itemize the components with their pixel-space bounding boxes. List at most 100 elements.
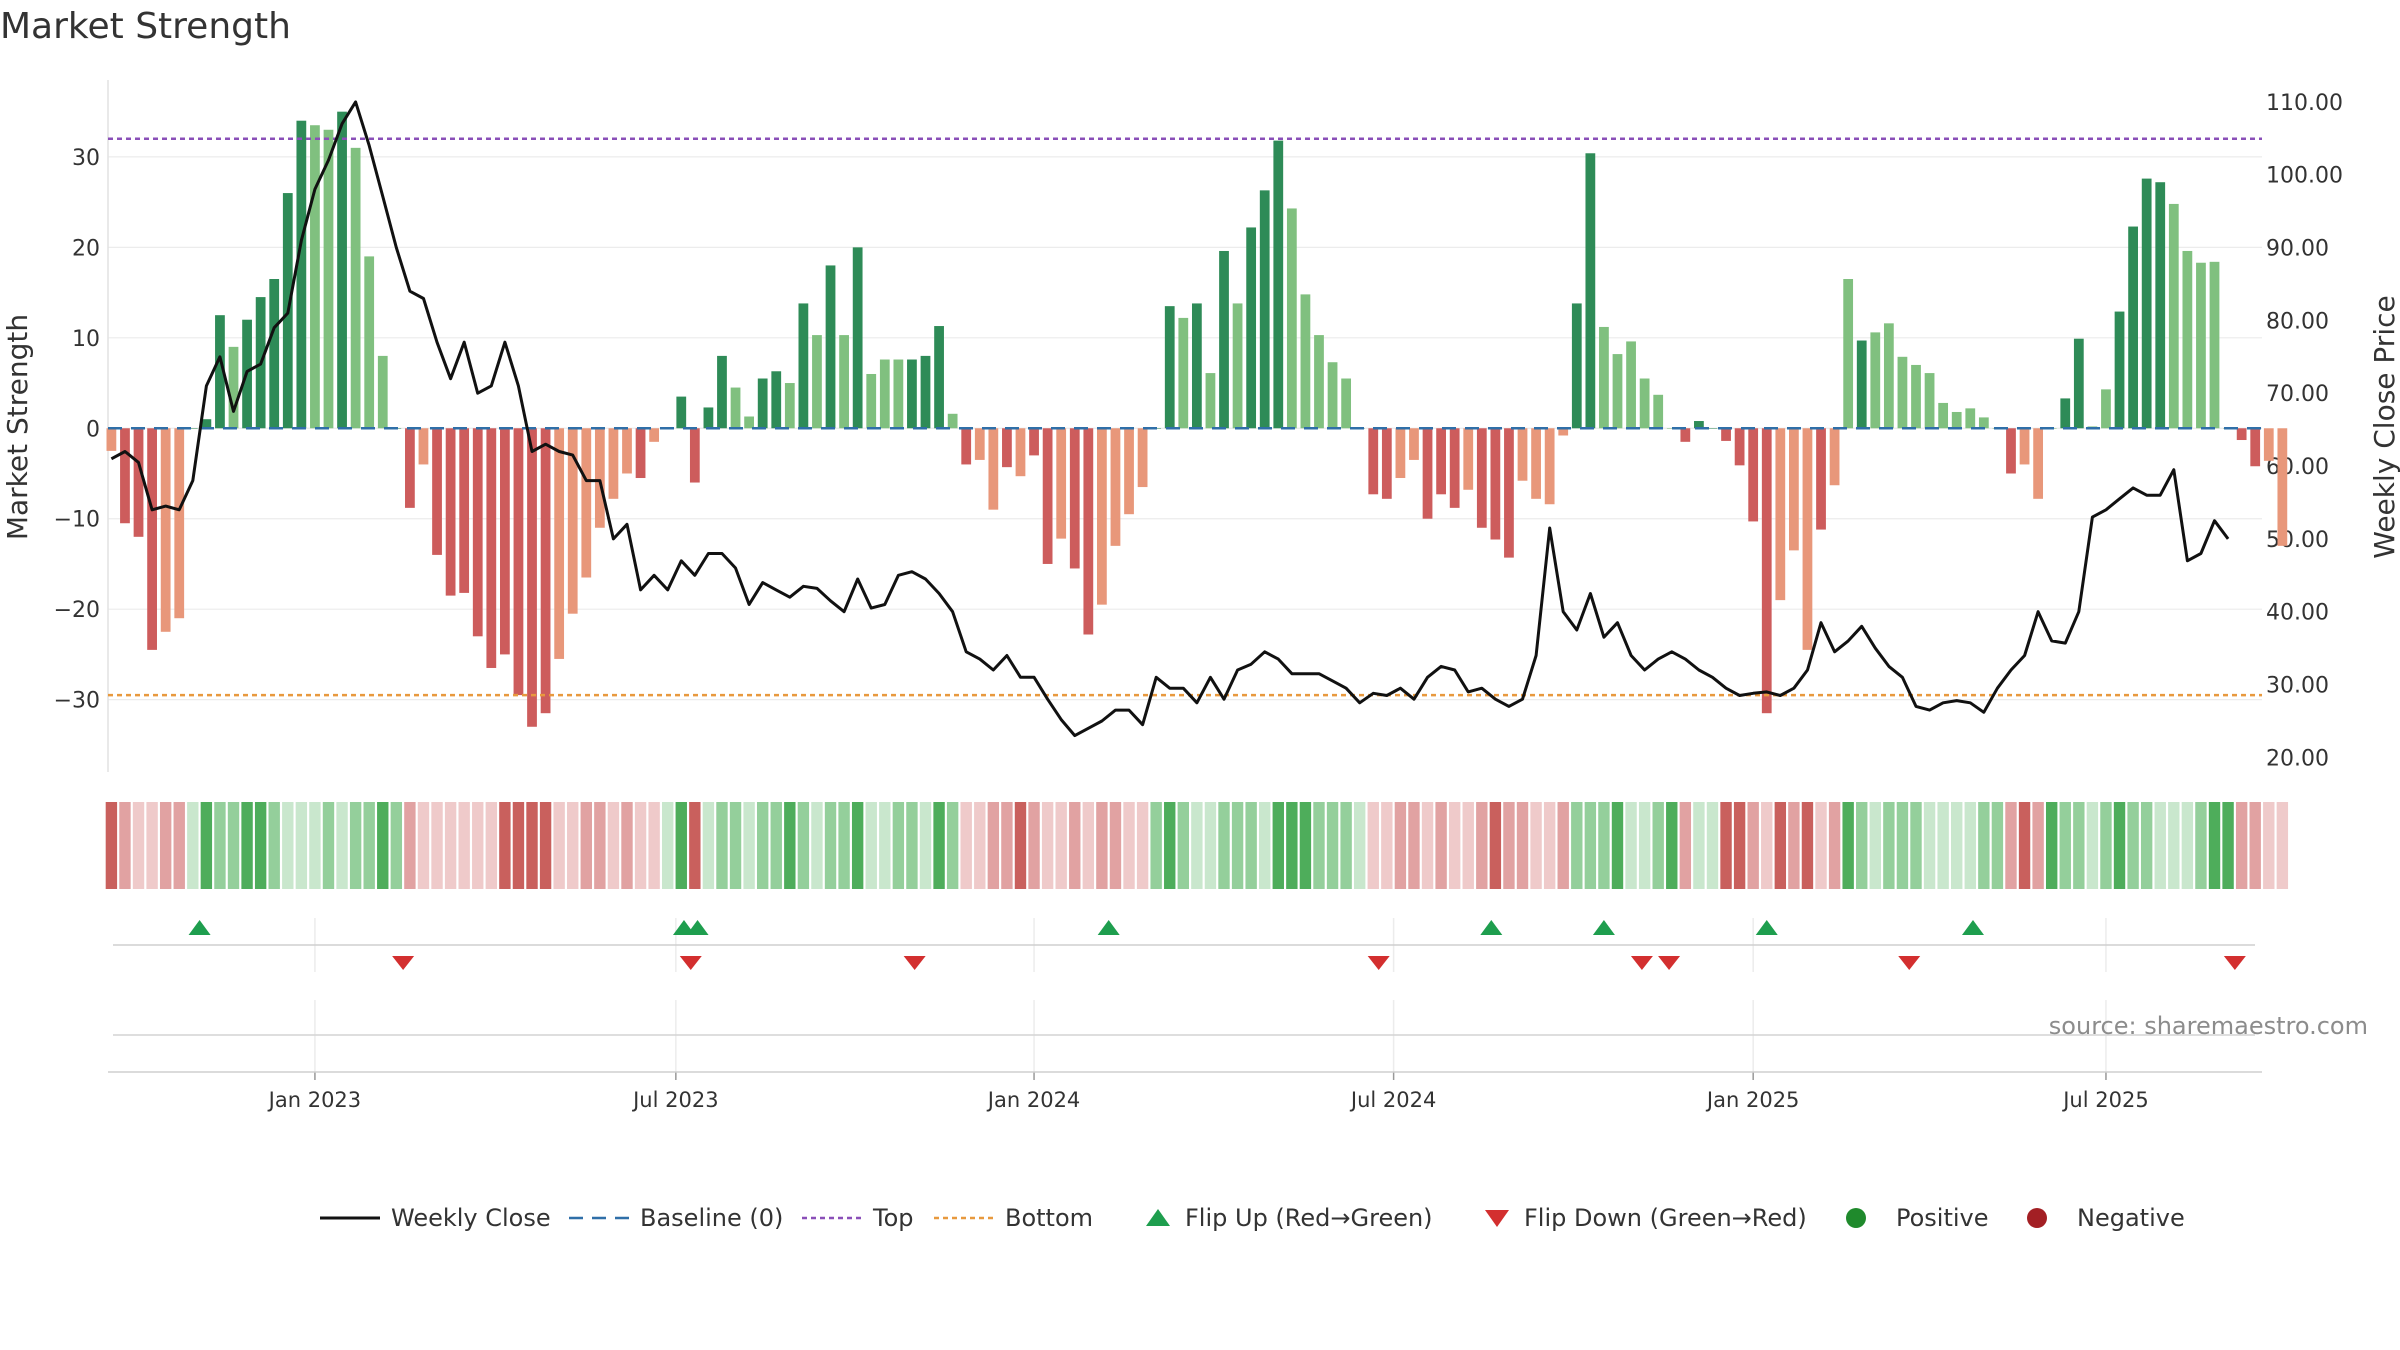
strip-cell [241,802,253,889]
strip-cell [946,802,959,889]
strip-cell [2113,802,2126,889]
strip-cell [458,802,470,889]
strip-cell [1259,802,1271,889]
strength-bar [147,428,157,650]
strip-cell [1951,802,1963,889]
strength-bar [1951,411,1962,429]
strip-cell [933,802,945,889]
strip-cell [2276,802,2289,889]
strength-bar [1219,250,1229,429]
strip-cell [770,802,782,889]
strength-bar [174,428,185,619]
strength-bar [2168,203,2179,429]
strip-cell [1991,802,2004,889]
strip-cell [390,802,403,889]
strip-cell [444,802,457,889]
strength-bar [757,378,768,429]
right-tick-label: 60.00 [2266,455,2329,480]
flip-up-marker [1480,920,1503,935]
strip-cell [1503,802,1515,889]
strength-bar [1694,421,1704,429]
strip-cell [1326,802,1339,889]
strip-cell [2181,802,2194,889]
date-axis-panel: Jan 2023 Jul 2023 Jan 2024 Jul 2024 Jan 2025… [108,1000,2368,1112]
strip-cell [254,802,267,889]
legend-label: Weekly Close [391,1204,551,1232]
strength-bar [1544,428,1555,505]
strip-cell [1164,802,1176,889]
strength-bar [1789,428,1799,551]
strength-bar [1463,428,1474,490]
flip-up-marker [1097,920,1120,935]
strip-cell [431,802,443,889]
left-tick-label: −10 [54,508,100,533]
strip-cell [1313,802,1325,889]
flip-up-marker [686,920,709,935]
strength-bar [1381,428,1392,499]
strip-cell [512,802,525,889]
strength-bar [622,428,632,474]
strip-cell [187,802,199,889]
strength-bar [554,428,565,659]
strip-cell [2222,802,2234,889]
left-tick-label: 30 [72,146,100,171]
strip-cell [1421,802,1434,889]
strip-cell [1842,802,1854,889]
strip-cell [2168,802,2180,889]
strength-bar [1436,428,1446,495]
strip-cell [2059,802,2071,889]
right-tick-label: 70.00 [2266,382,2329,407]
strength-bar [1300,294,1311,429]
right-tick-label: 100.00 [2266,164,2343,189]
strength-bar [1056,428,1067,539]
strength-bar [689,428,700,483]
strength-bar [1734,428,1745,466]
strength-bar [1639,378,1650,429]
strip-cell [2249,802,2261,889]
strength-bar [1531,428,1541,499]
strip-cell [729,802,742,889]
strength-bar [1002,428,1012,468]
strip-cell [1096,802,1108,889]
strength-bar [567,428,578,614]
strength-bar [1585,153,1596,429]
strength-bar [1612,354,1623,429]
strength-bar [1761,428,1772,714]
strength-bar [1327,362,1338,429]
legend-positive: Positive [1846,1204,1989,1232]
strength-bar [947,413,958,429]
strip-cell [1571,802,1583,889]
strip-cell [865,802,877,889]
strength-bar [1259,190,1270,429]
right-tick-label: 40.00 [2266,601,2329,626]
strip-cell [1964,802,1976,889]
strength-bar [1829,428,1840,486]
strip-cell [553,802,565,889]
strength-bar [337,111,347,429]
strip-cell [2195,802,2207,889]
strip-cell [2073,802,2085,889]
left-tick-label: −20 [54,598,100,623]
strip-cell [1815,802,1827,889]
flip-down-marker [679,956,702,970]
strength-strip [105,802,2289,889]
strength-bar [676,396,687,429]
strip-cell [377,802,389,889]
strength-bar [1124,428,1134,515]
strength-bar [1558,428,1569,436]
strength-bar [364,256,375,429]
strip-cell [363,802,375,889]
strip-cell [675,802,687,889]
strength-bar [201,419,212,429]
strip-cell [1774,802,1787,889]
legend-label: Top [872,1204,914,1232]
strip-cell [892,802,905,889]
flip-down-marker [392,956,415,970]
strength-bar [812,335,822,429]
strength-bar [540,428,551,714]
date-tick-label: Jul 2025 [2061,1088,2148,1112]
right-tick-label: 110.00 [2266,91,2343,116]
left-axis-label: Market Strength [1,314,34,540]
legend-label: Positive [1896,1204,1989,1232]
